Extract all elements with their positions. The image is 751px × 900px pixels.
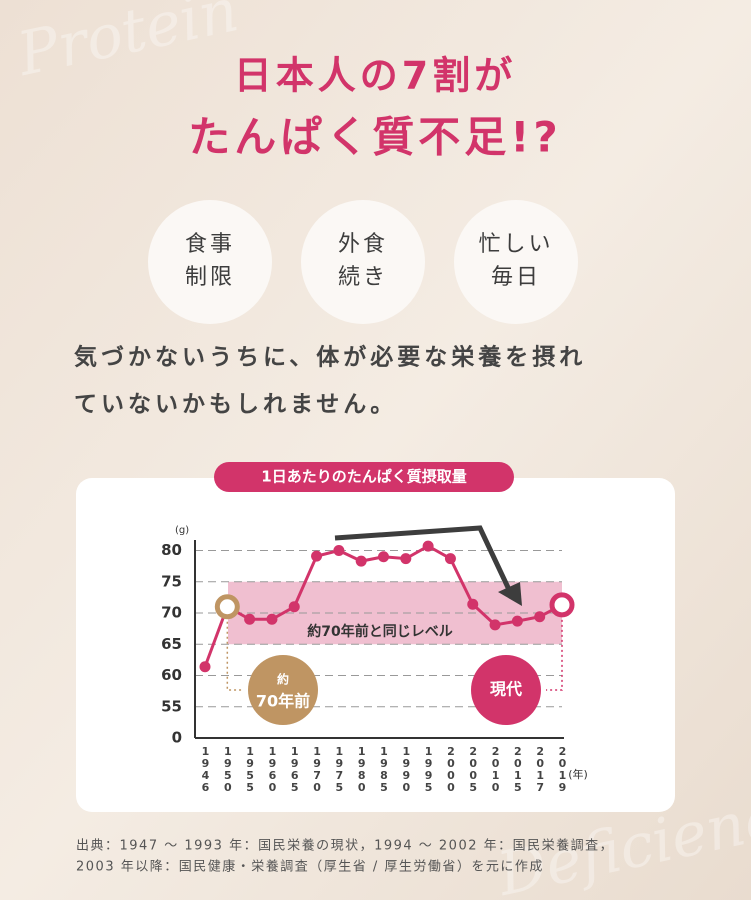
x-tick-label: 1975 (333, 745, 346, 793)
y-tick-label: 60 (161, 666, 182, 684)
x-tick-label: 1980 (355, 745, 368, 793)
chart-title-pill (214, 462, 514, 492)
x-tick-label: 2019 (556, 745, 569, 793)
x-tick-label: 2005 (467, 745, 480, 793)
title-line: 日本人の7割が (234, 54, 516, 98)
x-tick-label: 1946 (199, 745, 212, 793)
reason-text: 続き (338, 265, 388, 290)
highlight-leader (546, 614, 563, 691)
highlight-bubble (248, 655, 318, 725)
trend-arrowhead (498, 582, 522, 606)
highlight-label: 約 (277, 672, 289, 687)
y-unit: (g) (175, 525, 189, 536)
y-tick-label: 80 (161, 541, 182, 559)
x-tick-label: 1990 (400, 745, 413, 793)
data-point (422, 540, 434, 552)
x-tick-label: 1955 (244, 745, 257, 793)
x-tick-label: 2010 (489, 745, 502, 793)
y-tick-label: 0 (172, 729, 182, 747)
x-tick-label: 1970 (311, 745, 324, 793)
data-point (467, 598, 479, 610)
reason-text: 制限 (185, 265, 235, 290)
highlight-label: 現代 (490, 680, 522, 699)
data-point (288, 601, 300, 613)
x-tick-label: 1985 (378, 745, 391, 793)
reason-text: 毎日 (491, 265, 541, 290)
data-point (489, 619, 501, 631)
chart-title: 1日あたりのたんぱく質摂取量 (261, 468, 466, 486)
data-point (355, 555, 367, 567)
reason-text: 忙しい (478, 232, 553, 257)
y-tick-label: 65 (161, 635, 182, 653)
x-tick-label: 1965 (288, 745, 301, 793)
highlight-ring (214, 594, 240, 620)
data-point (199, 661, 211, 673)
x-tick-label: 2015 (511, 745, 524, 793)
y-tick-label: 70 (161, 604, 182, 622)
data-point (378, 551, 389, 563)
data-point (244, 613, 256, 625)
y-tick-label: 55 (161, 697, 182, 715)
trend-arrow (334, 525, 515, 598)
reason-text: 食事 (185, 232, 235, 257)
reason-circle (148, 200, 272, 324)
x-tick-label: 2000 (444, 745, 457, 793)
band-label: 約70年前と同じレベル (307, 623, 452, 640)
body-text: 気づかないうちに、体が必要な栄養を摂れ (74, 344, 586, 371)
data-point (534, 611, 546, 623)
data-point (311, 550, 323, 562)
body-text: ていないかもしれません。 (74, 392, 397, 418)
reason-circle (454, 200, 578, 324)
data-point (400, 553, 412, 565)
reason-text: 外食 (338, 232, 388, 257)
chart-card (76, 478, 675, 812)
source-text: 2003 年以降：国民健康・栄養調査（厚生省 / 厚生労働省）を元に作成 (76, 859, 544, 875)
highlight-ring (549, 592, 575, 618)
x-tick-label: 2017 (534, 745, 547, 793)
data-point (266, 613, 278, 625)
highlight-bubble (471, 655, 541, 725)
source-text: 出典：1947 〜 1993 年：国民栄養の現状，1994 〜 2002 年：国… (76, 838, 614, 854)
data-point (333, 545, 345, 556)
x-unit: (年) (568, 767, 588, 781)
x-tick-label: 1995 (422, 745, 435, 793)
highlight-label: 70年前 (256, 692, 310, 711)
title-line: たんぱく質不足!? (188, 113, 562, 162)
data-point (444, 553, 456, 565)
reason-circle (301, 200, 425, 324)
y-tick-label: 75 (161, 572, 182, 590)
x-tick-label: 1960 (266, 745, 279, 793)
x-tick-label: 1950 (221, 745, 234, 793)
data-point (511, 615, 523, 627)
